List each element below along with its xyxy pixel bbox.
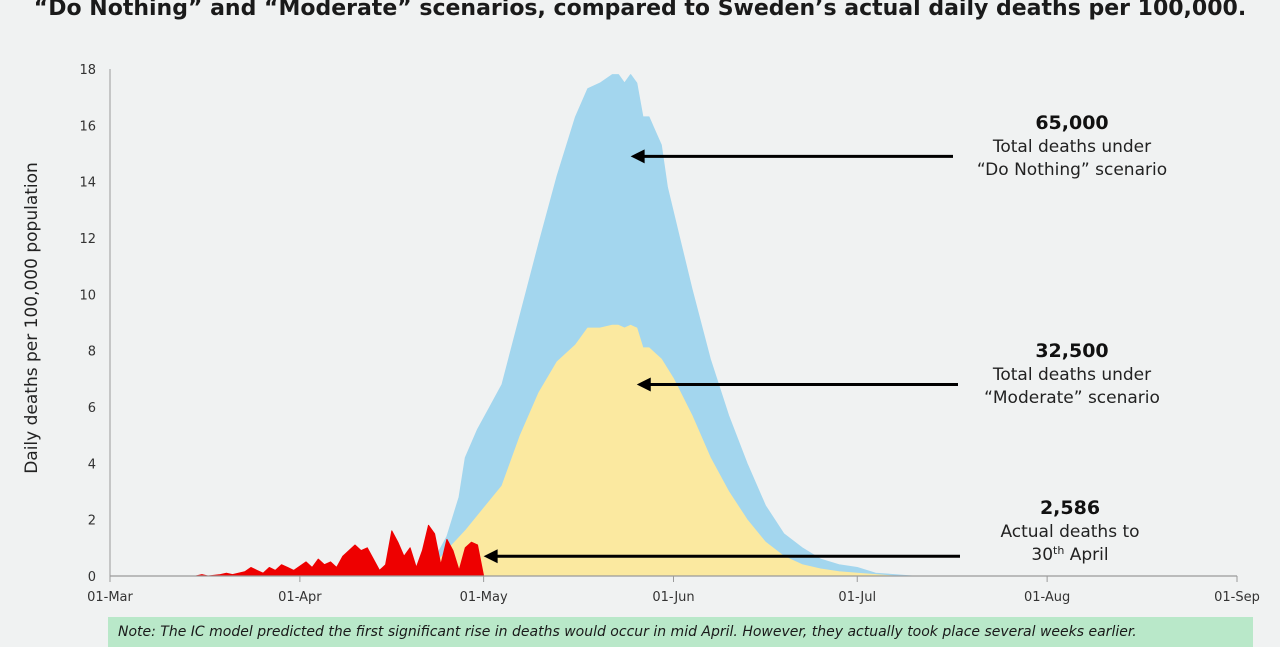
y-tick-label: 18: [79, 63, 96, 78]
annotation-text: “Moderate” scenario: [984, 388, 1160, 408]
chart-title: “Do Nothing” and “Moderate” scenarios, c…: [33, 0, 1247, 21]
annotation-value: 65,000: [1035, 112, 1108, 134]
annotation-value: 32,500: [1035, 340, 1108, 362]
x-tick-label: 01-Aug: [1024, 590, 1070, 605]
annotation-text: 30th April: [1031, 544, 1108, 566]
y-tick-label: 0: [88, 570, 96, 585]
y-tick-label: 2: [88, 514, 96, 529]
chart: 0 2 4 6 8 10 12 14 16 18 01-Mar 01-Apr 01-May 01-Jun…: [22, 63, 1260, 605]
x-tick-label: 01-Jul: [838, 590, 876, 605]
annotation-text: Actual deaths to: [1000, 522, 1139, 542]
y-tick-label: 6: [88, 401, 96, 416]
x-tick-label: 01-Sep: [1214, 590, 1260, 605]
series-area-moderate: [434, 324, 895, 577]
x-tick-label: 01-Apr: [278, 590, 322, 605]
annotation-value: 2,586: [1040, 497, 1100, 519]
annotations-layer: 65,000 Total deaths under “Do Nothing” sce…: [483, 112, 1167, 566]
y-tick-label: 10: [79, 288, 96, 303]
y-tick-label: 14: [79, 176, 96, 191]
annotation-text: Total deaths under: [992, 365, 1151, 385]
y-tick-label: 12: [79, 232, 96, 247]
x-tick-label: 01-May: [460, 590, 508, 605]
arrow-head-icon: [630, 149, 645, 164]
arrow-head-icon: [636, 377, 651, 392]
series-layer: [195, 74, 913, 577]
series-area-actual: [195, 524, 485, 577]
x-tick-label: 01-Mar: [87, 590, 133, 605]
arrow-head-icon: [483, 549, 498, 564]
y-axis-label: Daily deaths per 100,000 population: [22, 162, 42, 474]
y-axis: 0 2 4 6 8 10 12 14 16 18: [79, 63, 111, 585]
y-tick-label: 8: [88, 345, 96, 360]
x-axis: 01-Mar 01-Apr 01-May 01-Jun 01-Jul 01-Aug 01-S…: [87, 575, 1260, 605]
annotation-text: Total deaths under: [992, 137, 1151, 157]
annotation-text: “Do Nothing” scenario: [977, 160, 1167, 180]
footnote: Note: The IC model predicted the first s…: [108, 617, 1253, 647]
y-tick-label: 16: [79, 119, 96, 134]
y-tick-label: 4: [88, 457, 96, 472]
x-tick-label: 01-Jun: [652, 590, 694, 605]
